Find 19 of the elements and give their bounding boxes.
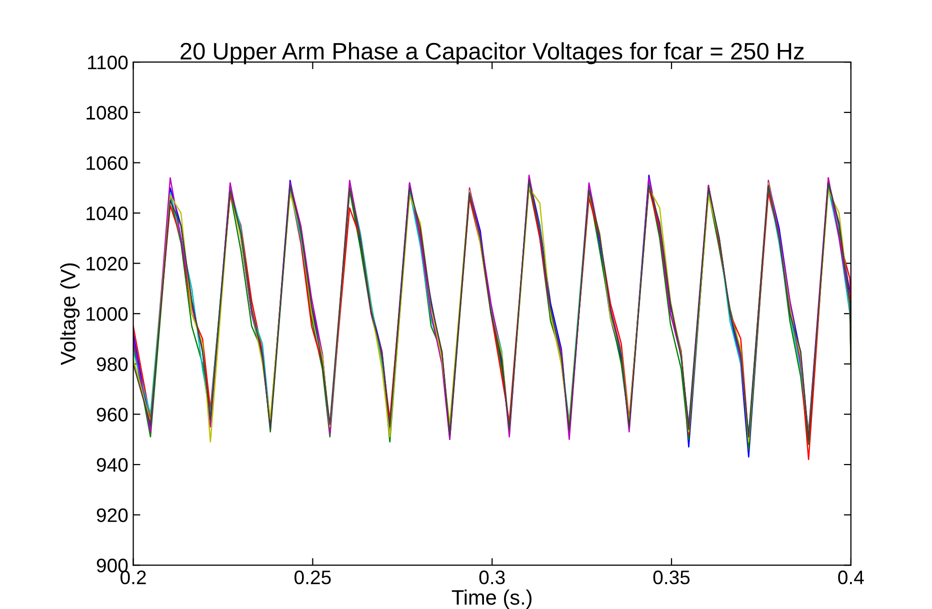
y-tick-label: 980: [96, 357, 128, 372]
y-tick-label: 1000: [86, 307, 128, 321]
y-tick-label: 1040: [86, 206, 128, 220]
y-tick-label: 1100: [88, 56, 128, 70]
x-tick-label: 0.25: [294, 570, 331, 584]
y-tick-label: 900: [96, 558, 128, 572]
x-tick-label: 0.3: [479, 570, 505, 584]
x-axis-title: Time (s.): [452, 590, 532, 609]
x-tick-label: 0.35: [653, 570, 690, 584]
y-tick-label: 1020: [86, 256, 128, 271]
y-axis-title: Voltage (V): [60, 263, 80, 366]
y-tick-label: 1080: [86, 106, 128, 120]
x-tick-label: 0.4: [838, 570, 864, 584]
y-tick-label: 940: [96, 458, 128, 472]
x-tick-label: 0.2: [120, 570, 146, 584]
y-tick-label: 920: [96, 508, 128, 522]
chart-title: 20 Upper Arm Phase a Capacitor Voltages for fcar = 250 Hz: [180, 42, 804, 64]
y-tick-label: 1060: [86, 156, 128, 170]
y-tick-label: 960: [96, 408, 128, 422]
